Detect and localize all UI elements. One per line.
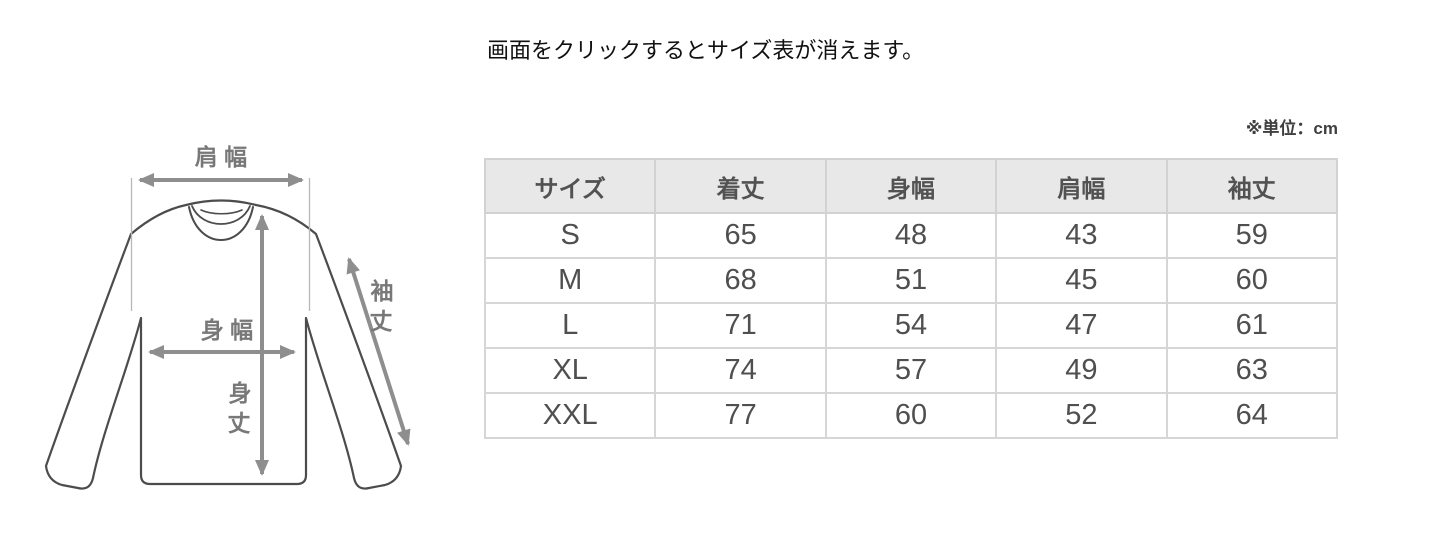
table-row-xl: XL 74 57 49 63	[483, 347, 1339, 394]
table-row-xxl: XXL 77 60 52 64	[483, 392, 1339, 439]
table-cell: 63	[1165, 347, 1339, 394]
column-header-garment-length: 着丈	[654, 158, 827, 214]
size-table-header-row: サイズ 着丈 身幅 肩幅 袖丈	[483, 158, 1339, 214]
cell-size: XL	[483, 347, 657, 394]
unit-note: ※単位：cm	[1245, 119, 1338, 138]
collar-outer-curve	[188, 206, 254, 241]
sleeve-length-label-char2: 丈	[370, 308, 393, 334]
cell-size: M	[483, 257, 657, 304]
table-cell: 60	[824, 392, 998, 439]
table-cell: 52	[995, 392, 1168, 439]
column-header-body-width: 身幅	[824, 158, 998, 214]
table-cell: 77	[654, 392, 827, 439]
table-cell: 47	[995, 302, 1168, 349]
size-table: サイズ 着丈 身幅 肩幅 袖丈 S 65 48 43 59 M 68 51 45…	[483, 158, 1339, 439]
table-cell: 65	[654, 212, 827, 259]
table-cell: 74	[654, 347, 827, 394]
shoulder-width-label: 肩 幅	[195, 144, 247, 170]
table-cell: 45	[995, 257, 1168, 304]
table-cell: 71	[654, 302, 827, 349]
table-cell: 57	[824, 347, 998, 394]
garment-measurement-diagram: 肩 幅 身 幅 袖 丈 身 丈	[44, 144, 411, 490]
sleeve-length-arrow	[346, 257, 411, 446]
table-cell: 64	[1165, 392, 1339, 439]
table-cell: 60	[1165, 257, 1339, 304]
body-length-label-char2: 丈	[228, 410, 251, 436]
cell-size: L	[483, 302, 657, 349]
table-cell: 54	[824, 302, 998, 349]
table-cell: 48	[824, 212, 998, 259]
column-header-size: サイズ	[483, 158, 657, 214]
shirt-outline	[44, 199, 403, 490]
table-row-m: M 68 51 45 60	[483, 257, 1339, 304]
cell-size: S	[483, 212, 657, 259]
close-instruction-text: 画面をクリックするとサイズ表が消えます。	[487, 38, 925, 63]
table-row-s: S 65 48 43 59	[483, 212, 1339, 259]
table-cell: 43	[995, 212, 1168, 259]
body-width-label: 身 幅	[201, 317, 253, 343]
table-cell: 49	[995, 347, 1168, 394]
collar-inner-curve	[191, 205, 251, 225]
body-length-label-char1: 身	[229, 380, 252, 406]
column-header-sleeve-length: 袖丈	[1165, 158, 1339, 214]
table-row-l: L 71 54 47 61	[483, 302, 1339, 349]
collar-back-line	[200, 209, 243, 215]
table-cell: 51	[824, 257, 998, 304]
sleeve-length-label-char1: 袖	[371, 278, 394, 304]
table-cell: 68	[654, 257, 827, 304]
cell-size: XXL	[483, 392, 657, 439]
table-cell: 59	[1165, 212, 1339, 259]
table-cell: 61	[1165, 302, 1339, 349]
column-header-shoulder-width: 肩幅	[995, 158, 1168, 214]
